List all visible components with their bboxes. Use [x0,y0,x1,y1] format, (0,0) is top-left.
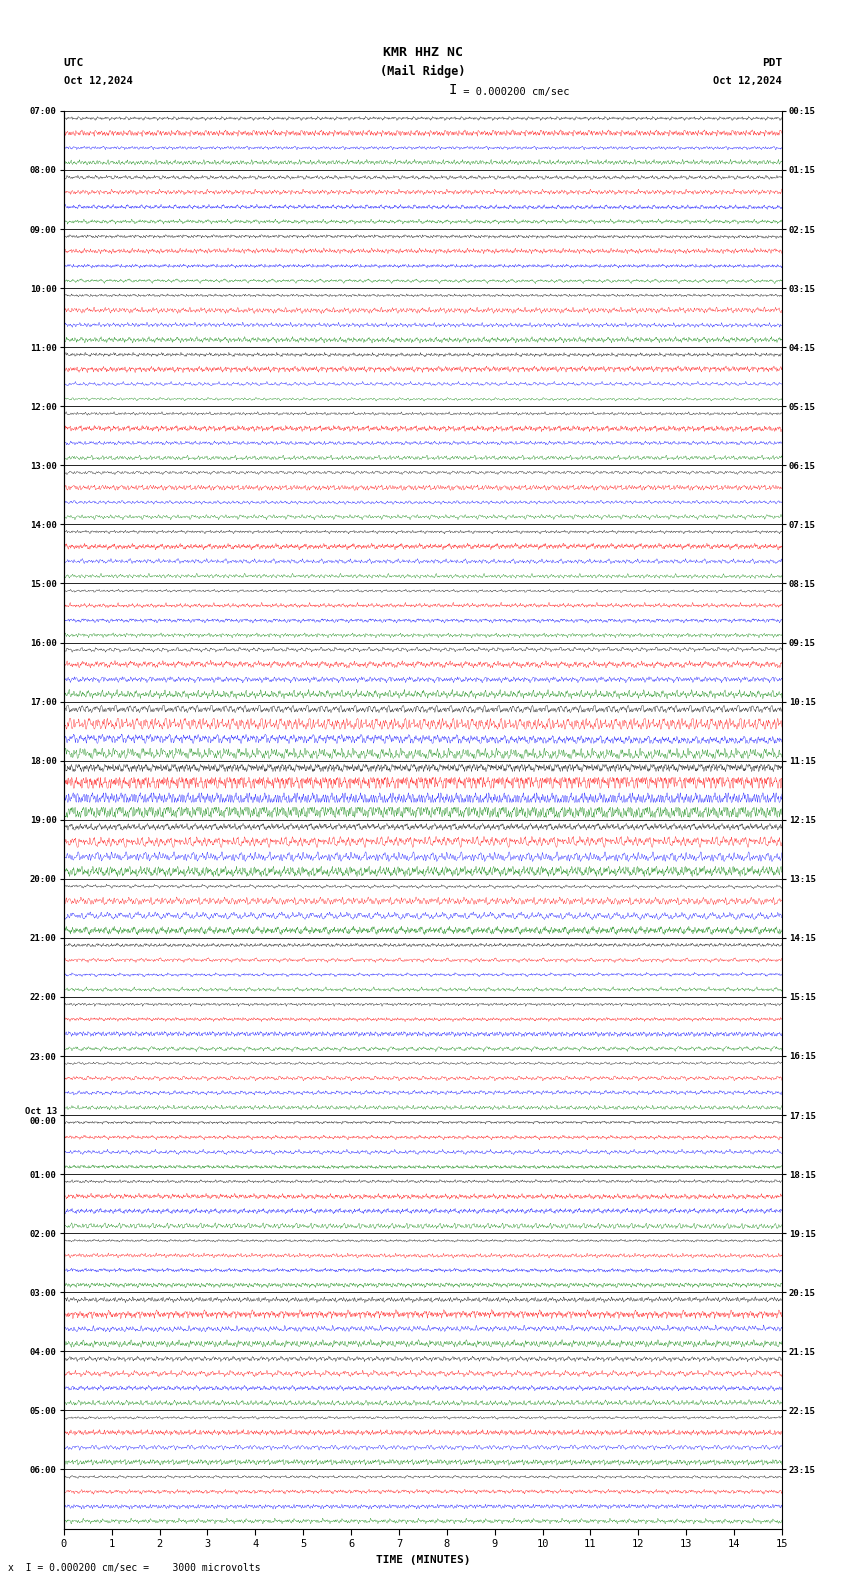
Text: = 0.000200 cm/sec: = 0.000200 cm/sec [457,87,570,97]
Text: Oct 12,2024: Oct 12,2024 [64,76,133,86]
Text: KMR HHZ NC: KMR HHZ NC [382,46,463,59]
Text: UTC: UTC [64,59,84,68]
Text: (Mail Ridge): (Mail Ridge) [380,65,466,78]
Text: I: I [449,82,456,97]
Text: x  I = 0.000200 cm/sec =    3000 microvolts: x I = 0.000200 cm/sec = 3000 microvolts [8,1563,261,1573]
Text: Oct 12,2024: Oct 12,2024 [713,76,782,86]
Text: PDT: PDT [762,59,782,68]
X-axis label: TIME (MINUTES): TIME (MINUTES) [376,1554,470,1565]
